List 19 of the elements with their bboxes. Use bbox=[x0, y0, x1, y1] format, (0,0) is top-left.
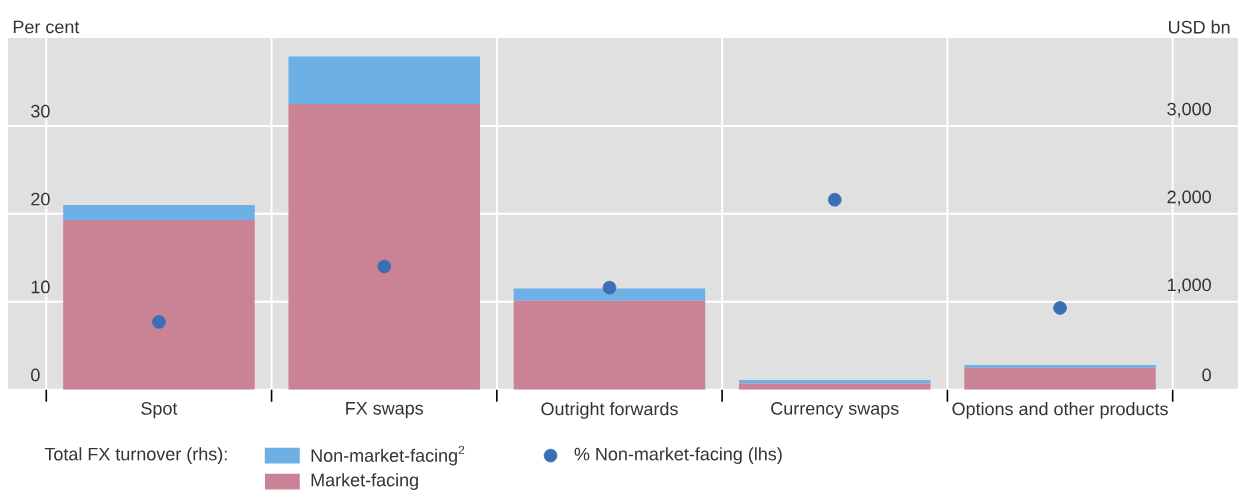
x-tick-label: FX swaps bbox=[346, 402, 424, 419]
y-tick-label: 30 bbox=[31, 104, 50, 118]
x-tick-label: Options and other products bbox=[952, 402, 1168, 420]
y2-tick-label: 1,000 bbox=[1168, 278, 1211, 294]
legend-label: Non-market-facing$^{2}$ bbox=[311, 445, 465, 466]
x-tick-label: Outright forwards bbox=[541, 402, 678, 420]
legend-label: Market-facing bbox=[311, 473, 418, 491]
y2-tick-label: 3,000 bbox=[1167, 102, 1211, 118]
legend-label: % Non-market-facing (lhs) bbox=[574, 447, 782, 465]
y-axis-title: Per cent bbox=[13, 20, 80, 34]
x-tick-label: Spot bbox=[141, 402, 178, 419]
y2-axis-title: USD bn bbox=[1169, 20, 1230, 34]
y-tick-label: 0 bbox=[31, 368, 40, 382]
legend-title: Total FX turnover (rhs): bbox=[44, 447, 227, 465]
y2-tick-label: 0 bbox=[1202, 368, 1211, 382]
x-tick-label: Currency swaps bbox=[771, 402, 899, 419]
y-tick-label: 10 bbox=[31, 280, 50, 294]
y-tick-label: 20 bbox=[31, 192, 50, 206]
y2-tick-label: 2,000 bbox=[1167, 190, 1211, 206]
